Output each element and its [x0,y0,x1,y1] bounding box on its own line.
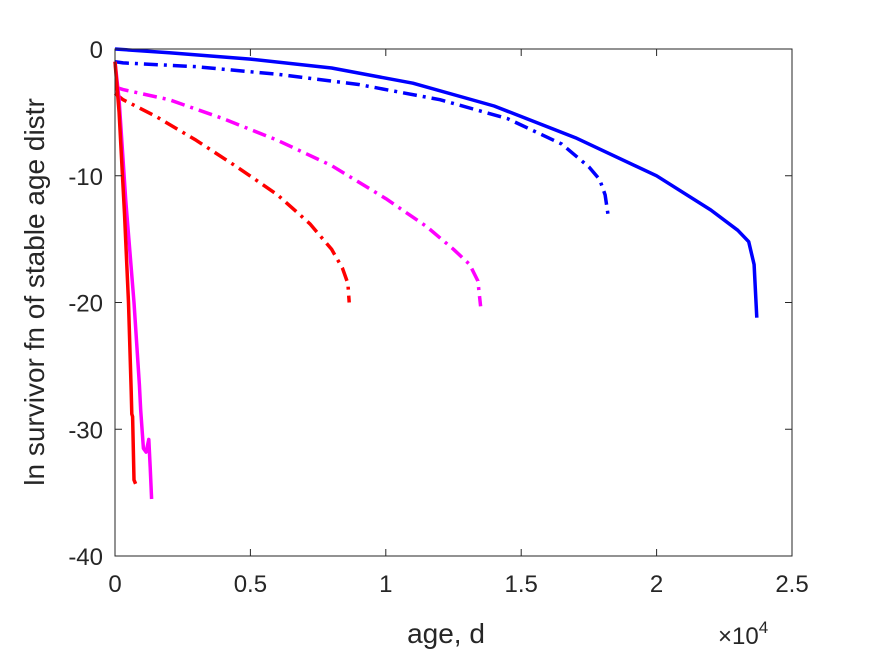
series-line-3 [114,85,483,307]
series-line-2 [114,59,610,215]
x-axis-multiplier-exponent: 4 [759,618,768,637]
x-tick-label: 2 [650,571,663,598]
x-axis-label: age, d [407,618,485,649]
x-axis-multiplier: ×104 [718,618,768,650]
series-line-4 [113,92,351,303]
y-tick-label: -30 [68,417,103,444]
series-line-1 [114,47,759,318]
y-tick-label: 0 [90,37,103,64]
series-layer [113,47,759,500]
x-tick-label: 1.5 [505,571,538,598]
tick-layer: 0 0.5 1 1.5 2 2.5 0 -10 -20 -30 -40 [68,37,808,598]
y-tick-label: -10 [68,164,103,191]
plot-area-frame [114,48,793,557]
x-tick-label: 0.5 [234,571,267,598]
y-tick-label: -20 [68,291,103,318]
x-tick-label: 1 [379,571,392,598]
y-tick-label: -40 [68,544,103,571]
series-line-6 [113,61,138,485]
y-axis-label: ln survivor fn of stable age distr [19,98,50,486]
x-axis-multiplier-base: ×10 [718,623,759,650]
x-tick-label: 0 [108,571,121,598]
x-tick-label: 2.5 [775,571,808,598]
